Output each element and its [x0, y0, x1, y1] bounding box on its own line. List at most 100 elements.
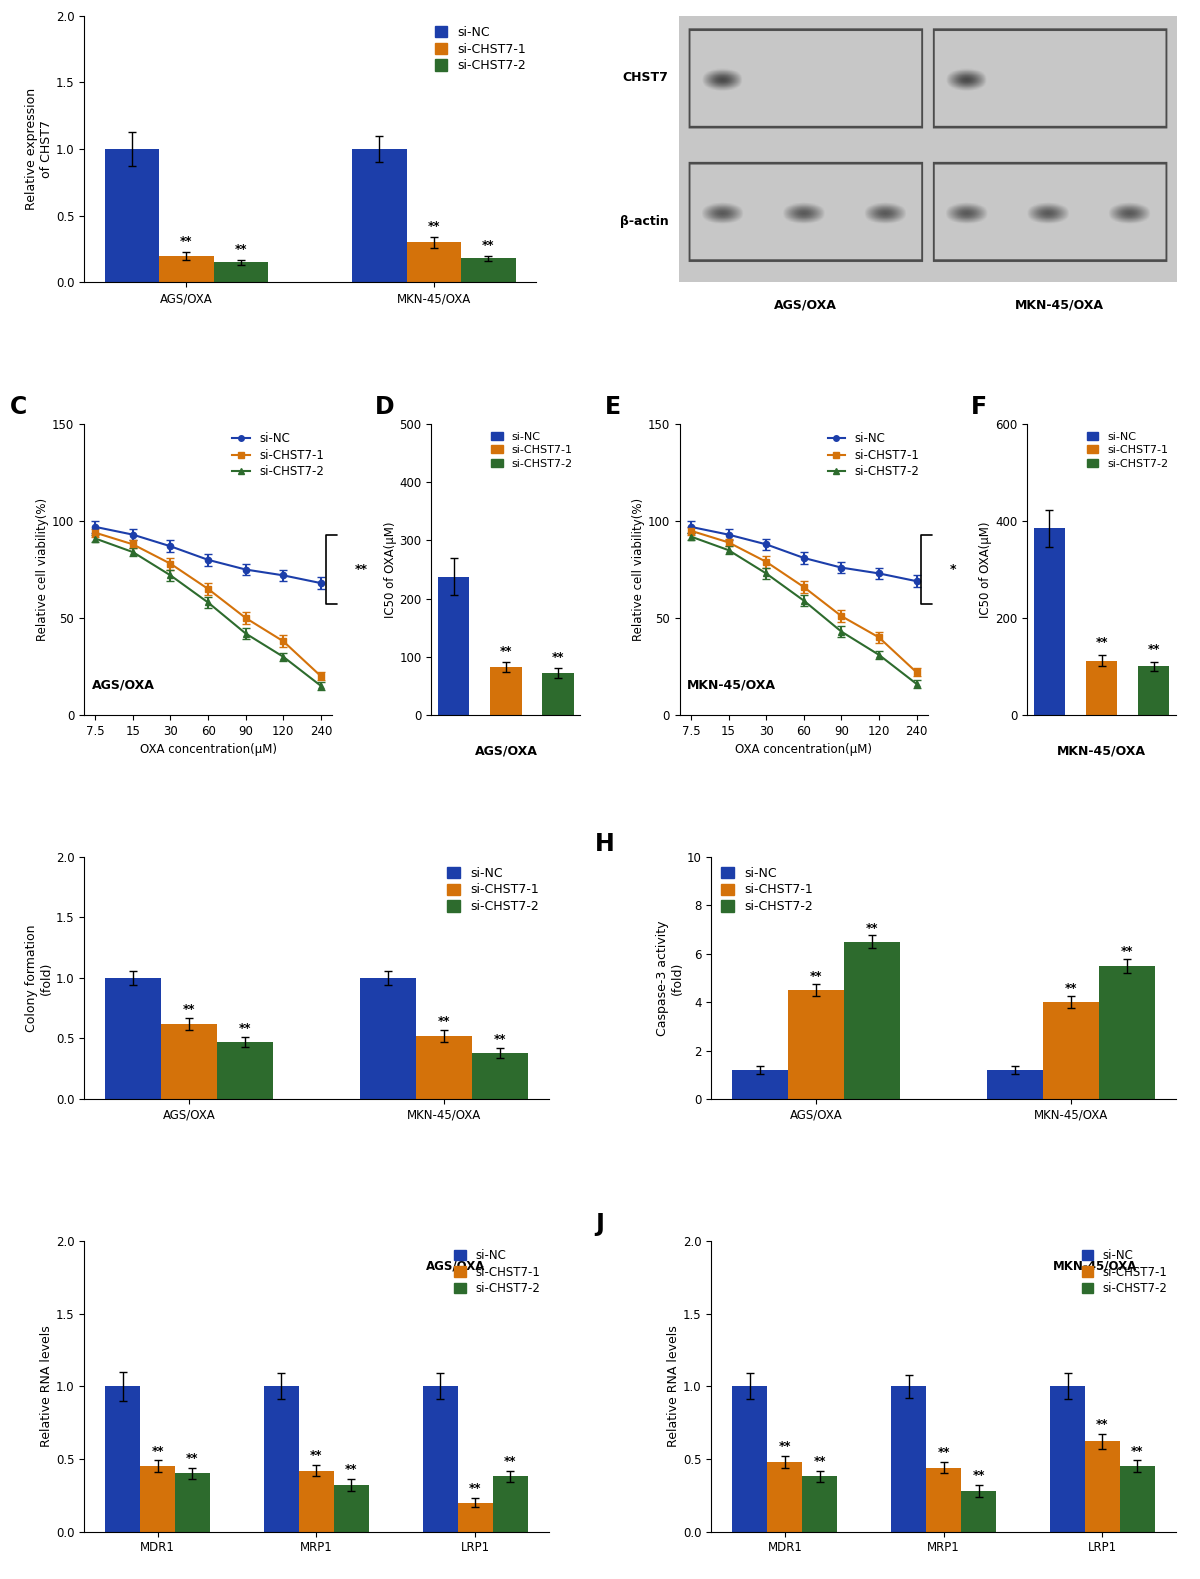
Bar: [415, 1036, 472, 1099]
Text: J: J: [595, 1211, 604, 1236]
Bar: [1120, 1467, 1154, 1532]
Bar: [457, 1503, 493, 1532]
Text: **: **: [499, 646, 512, 658]
Text: **: **: [1064, 982, 1078, 995]
Bar: [1138, 666, 1169, 715]
Text: **: **: [482, 238, 494, 253]
Text: C: C: [10, 395, 26, 418]
Y-axis label: IC50 of OXA(μM): IC50 of OXA(μM): [384, 521, 397, 617]
Y-axis label: Relative RNA levels: Relative RNA levels: [40, 1325, 53, 1446]
Y-axis label: Colony formation
(fold): Colony formation (fold): [25, 924, 53, 1031]
Legend: si-NC, si-CHST7-1, si-CHST7-2: si-NC, si-CHST7-1, si-CHST7-2: [229, 429, 326, 482]
Bar: [161, 1023, 217, 1099]
Bar: [140, 1467, 175, 1532]
Legend: si-NC, si-CHST7-1, si-CHST7-2: si-NC, si-CHST7-1, si-CHST7-2: [718, 864, 816, 917]
Text: **: **: [354, 564, 367, 576]
Bar: [214, 262, 268, 283]
Text: **: **: [972, 1470, 985, 1483]
Bar: [407, 243, 461, 283]
Text: **: **: [1147, 643, 1160, 655]
X-axis label: OXA concentration(μM): OXA concentration(μM): [736, 744, 872, 756]
Bar: [803, 1476, 838, 1532]
Bar: [106, 1386, 140, 1532]
Y-axis label: IC50 of OXA(μM): IC50 of OXA(μM): [979, 521, 992, 617]
Text: **: **: [239, 1023, 251, 1036]
Text: AGS/OXA: AGS/OXA: [426, 1260, 485, 1273]
Text: **: **: [814, 1454, 826, 1468]
Bar: [160, 256, 214, 283]
Legend: si-NC, si-CHST7-1, si-CHST7-2: si-NC, si-CHST7-1, si-CHST7-2: [826, 429, 922, 482]
Legend: si-NC, si-CHST7-1, si-CHST7-2: si-NC, si-CHST7-1, si-CHST7-2: [1079, 1247, 1170, 1298]
Text: **: **: [469, 1483, 481, 1495]
Text: MKN-45/OXA: MKN-45/OXA: [1057, 744, 1146, 756]
Bar: [1034, 529, 1066, 715]
Bar: [217, 1042, 274, 1099]
Bar: [732, 1071, 788, 1099]
Bar: [986, 1071, 1043, 1099]
Bar: [493, 1476, 528, 1532]
Legend: si-NC, si-CHST7-1, si-CHST7-2: si-NC, si-CHST7-1, si-CHST7-2: [490, 429, 575, 471]
Bar: [788, 990, 845, 1099]
Text: **: **: [151, 1445, 163, 1457]
Legend: si-NC, si-CHST7-1, si-CHST7-2: si-NC, si-CHST7-1, si-CHST7-2: [431, 22, 530, 76]
Bar: [104, 148, 160, 283]
Text: **: **: [779, 1440, 791, 1453]
Text: **: **: [866, 922, 878, 935]
Text: **: **: [310, 1450, 323, 1462]
Text: F: F: [971, 395, 986, 418]
Text: MKN-45/OXA: MKN-45/OXA: [1015, 298, 1104, 311]
Text: **: **: [234, 243, 247, 256]
Bar: [461, 259, 516, 283]
Bar: [491, 668, 522, 715]
Text: *: *: [950, 564, 956, 576]
Text: **: **: [437, 1015, 450, 1028]
Bar: [961, 1491, 996, 1532]
Bar: [1085, 1442, 1120, 1532]
Bar: [422, 1386, 457, 1532]
Text: AGS/OXA: AGS/OXA: [774, 298, 836, 311]
Bar: [926, 1467, 961, 1532]
Text: AGS/OXA: AGS/OXA: [91, 679, 155, 692]
Text: **: **: [186, 1451, 199, 1465]
Text: E: E: [605, 395, 622, 418]
Bar: [732, 1386, 767, 1532]
X-axis label: OXA concentration(μM): OXA concentration(μM): [139, 744, 276, 756]
Text: **: **: [552, 652, 564, 665]
Text: D: D: [374, 395, 395, 418]
Y-axis label: Relative cell viability(%): Relative cell viability(%): [632, 497, 644, 641]
Bar: [1050, 1386, 1085, 1532]
Legend: si-NC, si-CHST7-1, si-CHST7-2: si-NC, si-CHST7-1, si-CHST7-2: [452, 1247, 542, 1298]
Bar: [472, 1053, 528, 1099]
Bar: [1043, 1003, 1099, 1099]
Bar: [334, 1486, 368, 1532]
Text: **: **: [493, 1033, 506, 1047]
Bar: [892, 1386, 926, 1532]
Bar: [438, 576, 469, 715]
Text: MKN-45/OXA: MKN-45/OXA: [688, 679, 776, 692]
Legend: si-NC, si-CHST7-1, si-CHST7-2: si-NC, si-CHST7-1, si-CHST7-2: [1085, 429, 1170, 471]
Bar: [1099, 966, 1154, 1099]
Text: **: **: [937, 1446, 950, 1459]
Bar: [299, 1470, 334, 1532]
Bar: [175, 1473, 210, 1532]
Text: CHST7: CHST7: [623, 71, 668, 84]
Text: **: **: [1097, 1418, 1109, 1432]
Bar: [106, 977, 161, 1099]
Text: **: **: [182, 1003, 196, 1015]
Bar: [264, 1386, 299, 1532]
Y-axis label: Relative expression
of CHST7: Relative expression of CHST7: [25, 88, 53, 210]
Legend: si-NC, si-CHST7-1, si-CHST7-2: si-NC, si-CHST7-1, si-CHST7-2: [444, 864, 542, 917]
Text: **: **: [1121, 946, 1133, 958]
Text: **: **: [1096, 636, 1108, 649]
Text: **: **: [346, 1464, 358, 1476]
Text: H: H: [595, 832, 614, 856]
Text: **: **: [427, 221, 440, 234]
Text: **: **: [180, 235, 192, 248]
Text: MKN-45/OXA: MKN-45/OXA: [1052, 1260, 1138, 1273]
Bar: [352, 148, 407, 283]
Bar: [360, 977, 415, 1099]
Bar: [1086, 660, 1117, 715]
Y-axis label: Relative RNA levels: Relative RNA levels: [667, 1325, 680, 1446]
Text: **: **: [504, 1454, 516, 1468]
Text: AGS/OXA: AGS/OXA: [474, 744, 538, 756]
